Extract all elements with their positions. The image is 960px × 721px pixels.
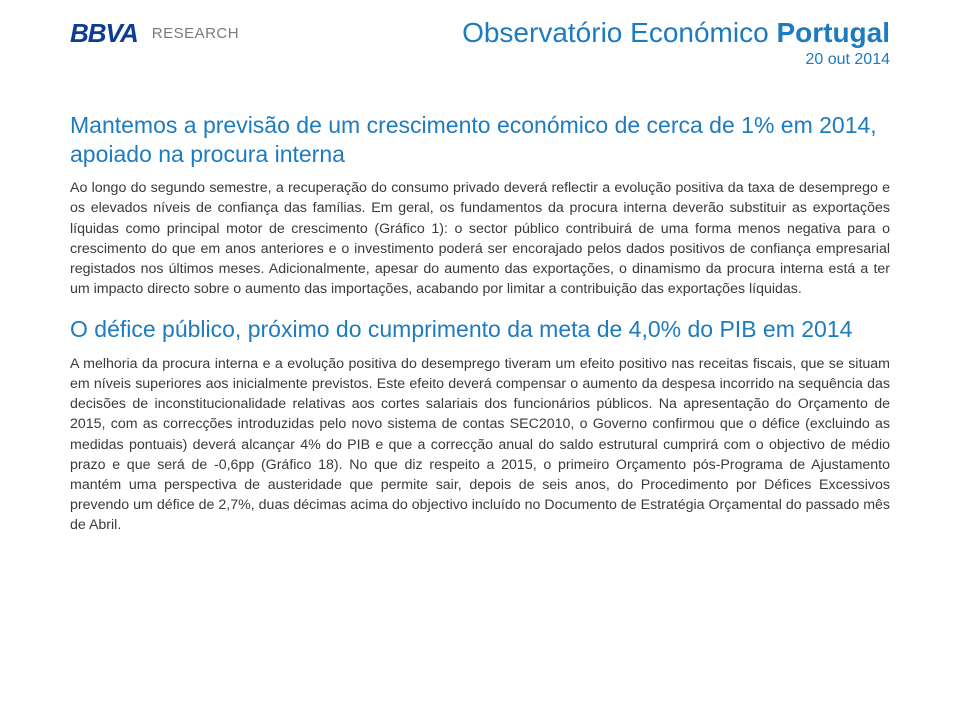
title-light-part: Observatório Económico bbox=[462, 17, 776, 48]
title-block: Observatório Económico Portugal 20 out 2… bbox=[462, 18, 890, 69]
section2-heading: O défice público, próximo do cumprimento… bbox=[70, 315, 890, 344]
section1-heading: Mantemos a previsão de um crescimento ec… bbox=[70, 111, 890, 169]
research-label: RESEARCH bbox=[152, 25, 239, 42]
document-page: BBVA RESEARCH Observatório Económico Por… bbox=[0, 0, 960, 535]
title-bold-part: Portugal bbox=[776, 17, 890, 48]
publication-date: 20 out 2014 bbox=[462, 51, 890, 69]
section2-paragraph: A melhoria da procura interna e a evoluç… bbox=[70, 354, 890, 535]
logo-block: BBVA RESEARCH bbox=[70, 18, 239, 49]
document-header: BBVA RESEARCH Observatório Económico Por… bbox=[70, 18, 890, 69]
bbva-logo: BBVA bbox=[70, 18, 138, 49]
publication-title: Observatório Económico Portugal bbox=[462, 18, 890, 49]
section1-paragraph: Ao longo do segundo semestre, a recupera… bbox=[70, 178, 890, 299]
bbva-logo-text: BBVA bbox=[70, 18, 138, 49]
